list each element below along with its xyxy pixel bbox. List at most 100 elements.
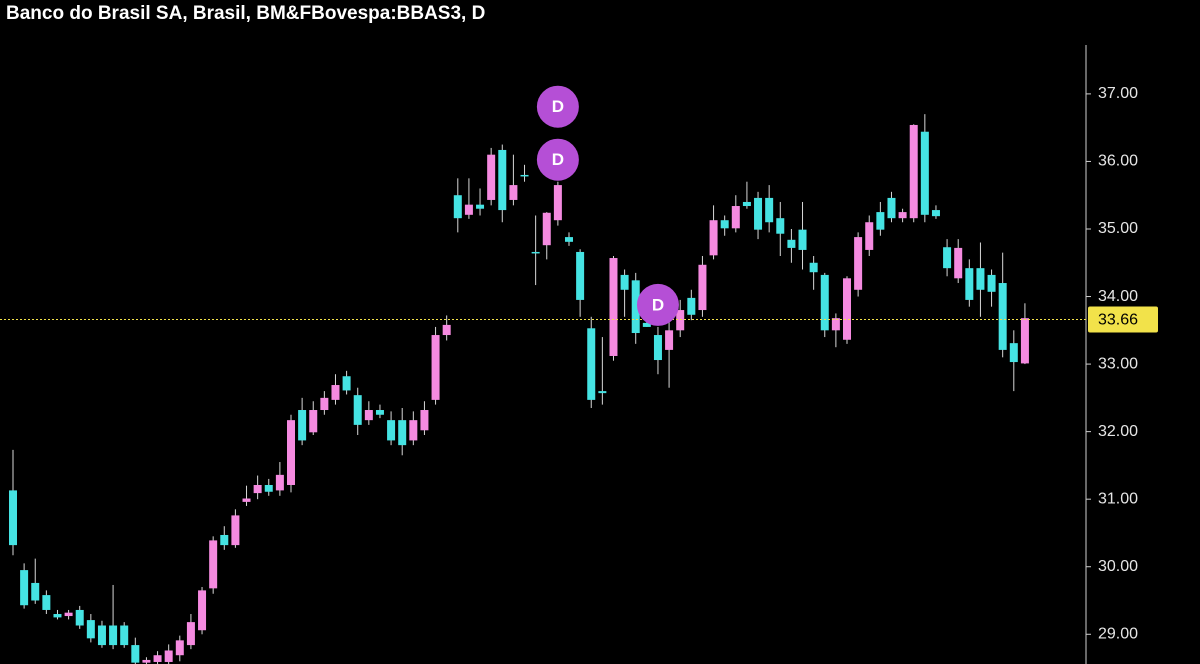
- candle-body: [598, 391, 607, 394]
- candle-body: [9, 490, 17, 546]
- candle-body: [1009, 343, 1018, 363]
- candle-body: [220, 534, 229, 546]
- candle-body: [75, 609, 84, 626]
- dividend-label: D: [552, 97, 564, 116]
- y-tick-label: 37.00: [1098, 85, 1138, 102]
- candle-body: [231, 515, 240, 546]
- candle-body: [787, 239, 796, 248]
- candle-body: [954, 247, 963, 279]
- candle-body: [976, 268, 985, 290]
- candle-body: [387, 420, 396, 441]
- candle-body: [731, 206, 740, 229]
- candle-body: [164, 650, 173, 662]
- candle-body: [398, 420, 407, 446]
- candle-body: [476, 204, 485, 209]
- candle-body: [687, 297, 696, 315]
- candle-body: [53, 614, 62, 618]
- candle-body: [665, 330, 674, 350]
- y-tick-label: 34.00: [1098, 288, 1138, 305]
- candle-body: [765, 197, 774, 223]
- candle-body: [720, 220, 729, 229]
- chart-title: Banco do Brasil SA, Brasil, BM&FBovespa:…: [6, 3, 485, 24]
- candle-body: [253, 484, 262, 494]
- candle-body: [809, 262, 818, 273]
- candle-body: [309, 410, 318, 433]
- candle-body: [42, 595, 51, 610]
- candle-body: [876, 212, 885, 230]
- y-tick-label: 35.00: [1098, 220, 1138, 237]
- candle-body: [64, 612, 73, 617]
- dividend-label: D: [552, 150, 564, 169]
- candle-body: [420, 410, 429, 431]
- candle-body: [464, 204, 473, 215]
- candle-body: [798, 229, 807, 250]
- candle-body: [865, 222, 874, 250]
- candle-body: [742, 201, 751, 207]
- candle-body: [409, 420, 418, 441]
- candle-body: [920, 131, 929, 215]
- last-price-box: [1088, 306, 1158, 333]
- candle-body: [587, 328, 596, 400]
- candle-body: [120, 625, 129, 646]
- candle-body: [509, 185, 518, 200]
- candle-body: [97, 625, 106, 646]
- candle-body: [153, 655, 162, 662]
- candle-body: [175, 640, 184, 656]
- candle-body: [620, 274, 629, 290]
- candle-body: [320, 397, 329, 411]
- candle-body: [331, 385, 340, 400]
- candle-body: [453, 195, 462, 219]
- candle-body: [709, 220, 718, 256]
- candle-body: [609, 258, 618, 356]
- candle-body: [498, 149, 507, 211]
- candle-body: [287, 420, 295, 485]
- y-tick-label: 31.00: [1098, 490, 1138, 507]
- candle-body: [531, 251, 540, 254]
- y-tick-label: 33.00: [1098, 355, 1138, 372]
- candle-body: [642, 322, 651, 327]
- candle-body: [131, 645, 140, 663]
- y-tick-label: 36.00: [1098, 153, 1138, 170]
- candle-body: [431, 335, 440, 400]
- candle-body: [820, 274, 829, 331]
- dividend-marker: [636, 283, 679, 326]
- candle-body: [275, 474, 284, 491]
- candle-body: [1020, 318, 1029, 364]
- candle-body: [576, 251, 585, 300]
- candle-body: [242, 498, 251, 502]
- candle-body: [698, 264, 707, 311]
- candle-body: [943, 247, 952, 269]
- candle-body: [887, 197, 896, 219]
- candle-body: [342, 376, 351, 391]
- candle-body: [998, 283, 1007, 350]
- y-tick-label: 32.00: [1098, 423, 1138, 440]
- candle-body: [843, 278, 851, 340]
- candle-body: [542, 212, 551, 246]
- last-price-label: 33.66: [1098, 312, 1138, 329]
- candle-body: [776, 218, 785, 234]
- candle-body: [831, 318, 840, 331]
- candle-body: [31, 582, 40, 601]
- y-tick-label: 30.00: [1098, 558, 1138, 575]
- candle-body: [487, 154, 496, 200]
- candle-body: [854, 237, 863, 290]
- candle-body: [553, 185, 562, 221]
- candle-body: [565, 237, 573, 242]
- candle-body: [142, 659, 151, 663]
- candle-body: [931, 210, 940, 217]
- candle-body: [631, 280, 640, 334]
- candle-body: [186, 622, 195, 646]
- candle-body: [209, 540, 218, 589]
- candle-body: [364, 410, 373, 421]
- candle-body: [198, 590, 207, 631]
- candle-body: [965, 268, 974, 300]
- dividend-marker: [536, 85, 579, 128]
- candle-body: [298, 410, 307, 441]
- candle-body: [676, 310, 685, 331]
- dividend-marker: [536, 138, 579, 181]
- candle-body: [898, 212, 907, 219]
- candle-body: [442, 324, 451, 336]
- candle-body: [520, 174, 529, 177]
